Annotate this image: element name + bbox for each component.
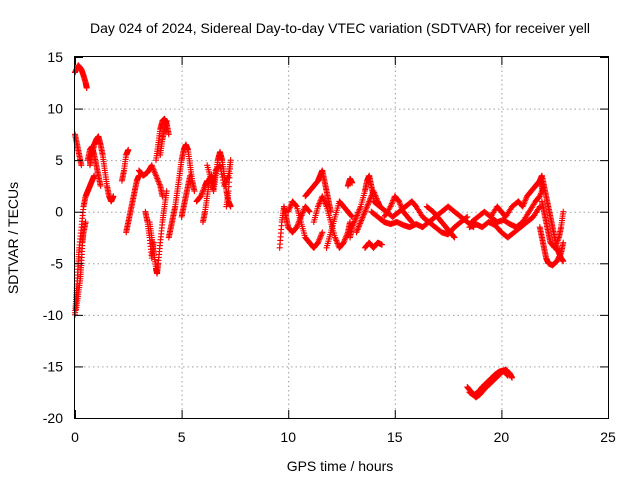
y-tick-label: 10 [47,101,63,117]
x-tick-label: 10 [280,429,296,445]
data-point [560,258,567,265]
data-point [150,239,157,246]
data-point [82,219,89,226]
data-marks [72,62,567,401]
y-tick-labels: 15 10 5 0 -5 -10 -15 -20 [43,49,63,426]
data-point [450,233,457,240]
y-tick-label: 0 [55,204,63,220]
y-tick-label: 5 [55,152,63,168]
axis-ticks [75,57,609,419]
x-tick-label: 5 [178,429,186,445]
y-tick-label: -20 [43,410,63,426]
data-point [504,371,511,378]
x-tick-label: 15 [387,429,403,445]
data-point [163,117,170,124]
data-point [464,213,471,220]
data-point [187,172,194,179]
data-point [78,162,85,169]
data-point [219,174,226,181]
x-tick-label: 0 [71,429,79,445]
data-point [463,214,470,221]
grid [75,57,608,418]
x-tick-label: 25 [600,429,616,445]
plot-frame [74,56,609,419]
data-point [319,229,326,236]
data-point [379,241,386,248]
y-axis-label: SDTVAR / TECUs [5,182,21,294]
data-point [504,372,511,379]
data-point [408,219,415,226]
data-point [218,168,225,175]
data-point [451,234,458,241]
data-point [165,131,172,138]
y-tick-label: 15 [47,49,63,65]
x-tick-label: 20 [494,429,510,445]
data-point [218,171,225,178]
data-point [560,239,567,246]
data-point [83,84,90,91]
data-point [97,182,104,189]
data-point [223,203,230,210]
chart-title: Day 024 of 2024, Sidereal Day-to-day VTE… [90,20,590,36]
data-point [159,193,166,200]
data-point [348,213,355,220]
data-point [347,219,354,226]
data-point [110,193,117,200]
data-point [557,251,564,258]
data-point [163,188,170,195]
data-point [217,165,224,172]
y-tick-label: -15 [43,358,63,374]
y-tick-label: -5 [51,255,64,271]
data-point [349,179,356,186]
data-point [191,188,198,195]
y-tick-label: -10 [43,307,63,323]
data-point [509,374,516,381]
x-tick-labels: 0 5 10 15 20 25 [71,429,616,445]
data-point [560,208,567,215]
data-point [293,202,300,209]
x-axis-label: GPS time / hours [287,458,394,474]
data-point [305,207,312,214]
data-point [306,208,313,215]
data-point [408,218,415,225]
data-point [125,146,132,153]
data-point [216,162,223,169]
